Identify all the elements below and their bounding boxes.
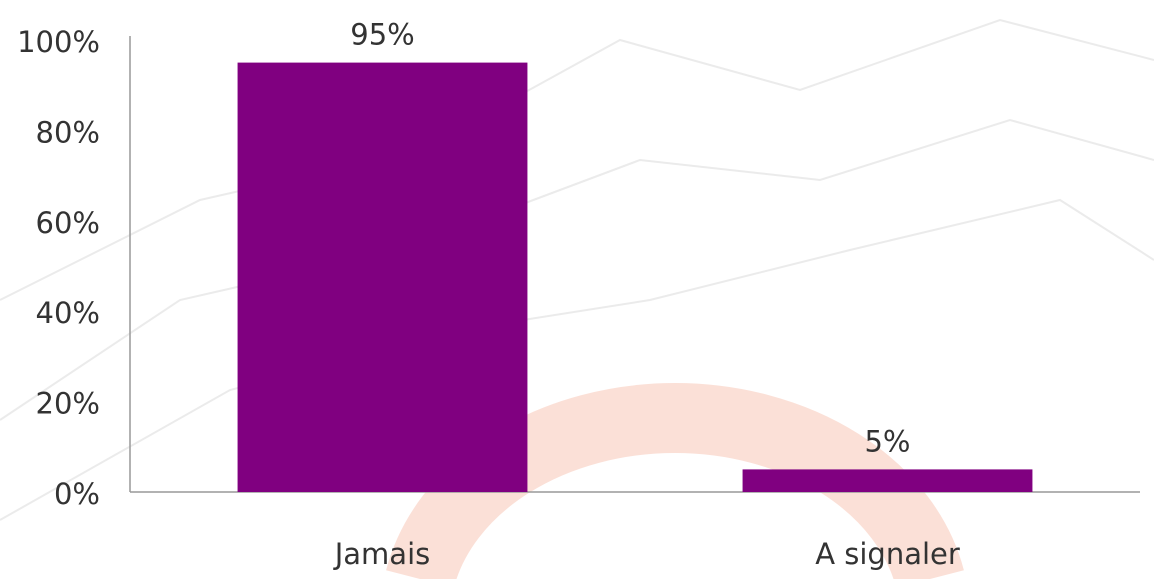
decor-line — [0, 20, 1154, 300]
chart: 0% 20% 40% 60% 80% 100% Jamais 95% A signaler 5% — [0, 0, 1154, 579]
y-tick-label: 60% — [36, 206, 100, 240]
bar — [743, 469, 1033, 492]
x-tick-label: A signaler — [815, 537, 960, 571]
y-tick-label: 80% — [36, 115, 100, 149]
page: 0%20%40%60%80%100%Jamais95%A signaler5% … — [0, 0, 1154, 579]
value-label: 95% — [350, 18, 414, 52]
y-tick-label: 40% — [36, 296, 100, 330]
y-tick-label: 100% — [17, 25, 100, 59]
decor-line — [0, 120, 1154, 420]
x-tick-label: Jamais — [333, 537, 431, 571]
background-decor — [0, 20, 1154, 579]
y-tick-label: 0% — [54, 477, 100, 511]
value-label: 5% — [864, 424, 910, 458]
y-tick-label: 20% — [36, 387, 100, 421]
bar — [238, 63, 528, 492]
